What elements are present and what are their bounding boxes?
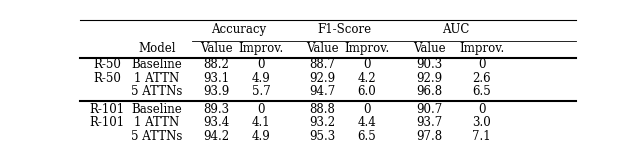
Text: 96.8: 96.8 bbox=[417, 85, 443, 98]
Text: 93.2: 93.2 bbox=[309, 116, 335, 129]
Text: Value: Value bbox=[413, 42, 446, 55]
Text: R-50: R-50 bbox=[93, 72, 121, 85]
Text: 1 ATTN: 1 ATTN bbox=[134, 116, 179, 129]
Text: 5 ATTNs: 5 ATTNs bbox=[131, 130, 182, 143]
Text: 0: 0 bbox=[363, 58, 371, 71]
Text: 94.2: 94.2 bbox=[204, 130, 230, 143]
Text: 6.5: 6.5 bbox=[357, 130, 376, 143]
Text: AUC: AUC bbox=[442, 23, 470, 36]
Text: 0: 0 bbox=[478, 58, 486, 71]
Text: 93.4: 93.4 bbox=[204, 116, 230, 129]
Text: 90.3: 90.3 bbox=[417, 58, 443, 71]
Text: Improv.: Improv. bbox=[239, 42, 284, 55]
Text: 0: 0 bbox=[257, 58, 265, 71]
Text: 92.9: 92.9 bbox=[417, 72, 443, 85]
Text: 3.0: 3.0 bbox=[472, 116, 491, 129]
Text: 1 ATTN: 1 ATTN bbox=[134, 72, 179, 85]
Text: 4.2: 4.2 bbox=[357, 72, 376, 85]
Text: 7.1: 7.1 bbox=[472, 130, 491, 143]
Text: 2.6: 2.6 bbox=[472, 72, 491, 85]
Text: R-50: R-50 bbox=[93, 58, 121, 71]
Text: 92.9: 92.9 bbox=[309, 72, 335, 85]
Text: Baseline: Baseline bbox=[131, 58, 182, 71]
Text: 0: 0 bbox=[257, 103, 265, 116]
Text: 4.9: 4.9 bbox=[252, 130, 271, 143]
Text: Baseline: Baseline bbox=[131, 103, 182, 116]
Text: 95.3: 95.3 bbox=[309, 130, 335, 143]
Text: Model: Model bbox=[138, 42, 175, 55]
Text: F1-Score: F1-Score bbox=[317, 23, 371, 36]
Text: R-101: R-101 bbox=[90, 103, 125, 116]
Text: Improv.: Improv. bbox=[459, 42, 504, 55]
Text: 90.7: 90.7 bbox=[417, 103, 443, 116]
Text: 5 ATTNs: 5 ATTNs bbox=[131, 85, 182, 98]
Text: 4.9: 4.9 bbox=[252, 72, 271, 85]
Text: 4.1: 4.1 bbox=[252, 116, 270, 129]
Text: 0: 0 bbox=[478, 103, 486, 116]
Text: 89.3: 89.3 bbox=[204, 103, 230, 116]
Text: 5.7: 5.7 bbox=[252, 85, 271, 98]
Text: Accuracy: Accuracy bbox=[211, 23, 266, 36]
Text: 0: 0 bbox=[363, 103, 371, 116]
Text: 94.7: 94.7 bbox=[309, 85, 335, 98]
Text: 4.4: 4.4 bbox=[357, 116, 376, 129]
Text: Value: Value bbox=[200, 42, 233, 55]
Text: 88.2: 88.2 bbox=[204, 58, 229, 71]
Text: 97.8: 97.8 bbox=[417, 130, 443, 143]
Text: 88.8: 88.8 bbox=[309, 103, 335, 116]
Text: 88.7: 88.7 bbox=[309, 58, 335, 71]
Text: Improv.: Improv. bbox=[344, 42, 389, 55]
Text: 93.9: 93.9 bbox=[204, 85, 230, 98]
Text: R-101: R-101 bbox=[90, 116, 125, 129]
Text: 93.1: 93.1 bbox=[204, 72, 230, 85]
Text: Value: Value bbox=[306, 42, 339, 55]
Text: 6.5: 6.5 bbox=[472, 85, 491, 98]
Text: 93.7: 93.7 bbox=[417, 116, 443, 129]
Text: 6.0: 6.0 bbox=[357, 85, 376, 98]
